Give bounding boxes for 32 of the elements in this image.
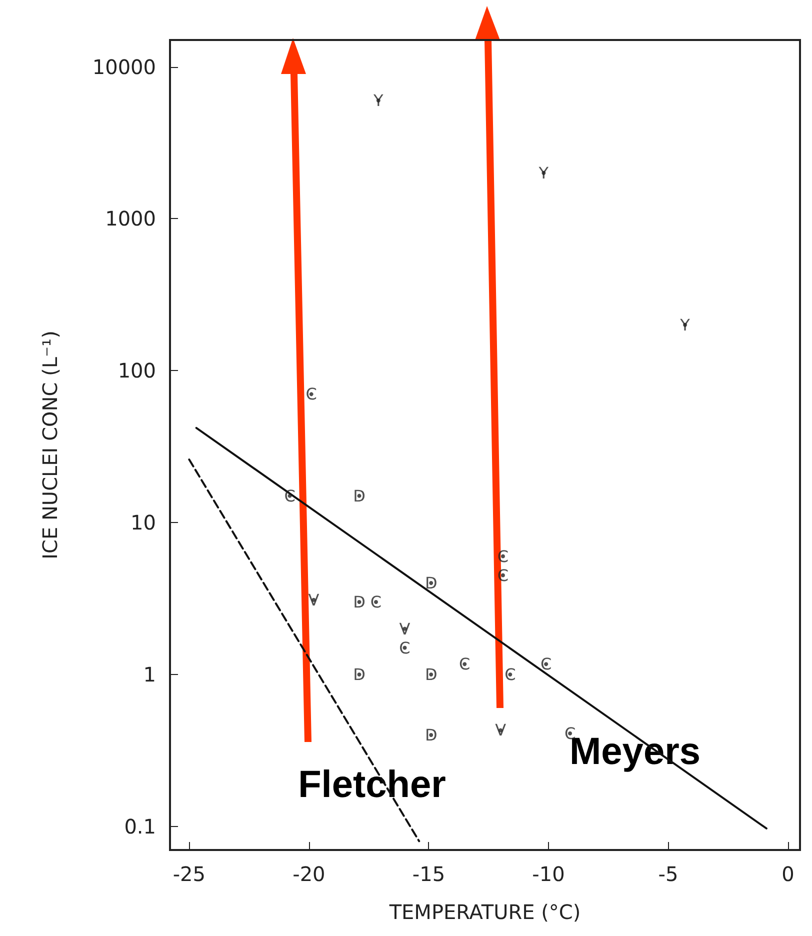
- x-tick-label: -15: [412, 862, 446, 886]
- x-tick-label: -20: [292, 862, 326, 886]
- text: C: [504, 665, 516, 684]
- text: C: [306, 384, 317, 404]
- series-label: D: [424, 665, 438, 684]
- x-tick-label: 0: [782, 862, 794, 886]
- y-axis-title: ICE NUCLEI CONC (L⁻¹): [38, 330, 62, 560]
- text: D: [353, 592, 366, 612]
- text: Y: [680, 315, 690, 334]
- series-label: V: [399, 619, 410, 638]
- text: D: [424, 574, 438, 593]
- text: C: [540, 654, 552, 674]
- text: C: [459, 654, 470, 674]
- text: D: [353, 665, 366, 684]
- text: V: [495, 720, 506, 740]
- text: D: [353, 486, 366, 506]
- x-tick-label: -10: [532, 862, 565, 886]
- text: V: [308, 590, 320, 610]
- text: C: [370, 592, 382, 612]
- text: C: [399, 638, 410, 658]
- series-label: Y: [538, 163, 549, 182]
- x-axis-title: TEMPERATURE (°C): [388, 900, 581, 924]
- x-tick-label: -5: [658, 862, 678, 886]
- text: D: [424, 725, 438, 744]
- y-tick-label: 1000: [105, 206, 156, 231]
- y-tick-label: 10000: [92, 54, 156, 79]
- y-tick-label: 0.1: [124, 814, 156, 838]
- y-tick-label: 10: [130, 510, 156, 535]
- y-tick-label: 1: [143, 662, 156, 687]
- text: Y: [374, 90, 384, 110]
- x-tick-label: -25: [172, 862, 206, 886]
- y-tick-label: 100: [118, 358, 156, 383]
